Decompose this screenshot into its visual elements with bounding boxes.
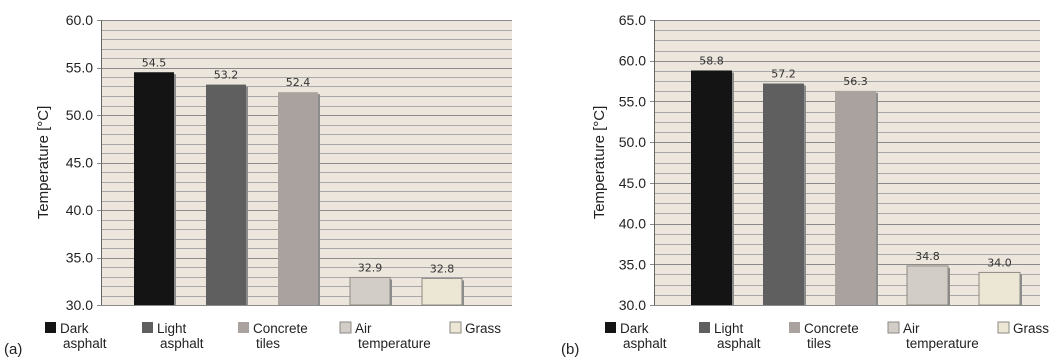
bar-concrete-tiles bbox=[835, 90, 876, 305]
bar-shadow bbox=[732, 72, 734, 305]
legend-label: Concrete bbox=[804, 321, 859, 336]
legend-label: Concrete bbox=[253, 321, 308, 336]
y-tick-label: 35.0 bbox=[619, 256, 646, 272]
bar-shadow bbox=[318, 94, 320, 305]
legend-swatch bbox=[699, 322, 710, 333]
data-label: 56.3 bbox=[843, 75, 868, 88]
legend-swatch bbox=[449, 321, 462, 334]
legend-label-line2: temperature bbox=[358, 336, 431, 351]
y-tick-label: 50.0 bbox=[619, 134, 646, 150]
legend-swatch bbox=[997, 321, 1010, 334]
bar-air-temperature bbox=[349, 276, 391, 306]
legend-label: Grass bbox=[465, 321, 501, 336]
legend-label: Air bbox=[903, 321, 920, 336]
y-tick-label: 30.0 bbox=[66, 297, 93, 313]
bar-shadow bbox=[462, 280, 464, 305]
bar-shadow bbox=[1020, 274, 1022, 305]
y-tick-label: 50.0 bbox=[66, 107, 93, 123]
legend-label-line2: asphalt bbox=[63, 336, 107, 351]
legend-label-line2: tiles bbox=[807, 336, 831, 351]
legend-label-line2: asphalt bbox=[160, 336, 204, 351]
legend-label: Dark bbox=[620, 321, 649, 336]
y-tick-label: 45.0 bbox=[66, 155, 93, 171]
legend-label: Air bbox=[355, 321, 372, 336]
legend-label-line2: temperature bbox=[906, 336, 979, 351]
bar-light-asphalt bbox=[206, 84, 246, 305]
y-tick-label: 40.0 bbox=[66, 202, 93, 218]
bar-shadow bbox=[804, 85, 806, 305]
y-tick-label: 30.0 bbox=[619, 297, 646, 313]
legend-swatch bbox=[238, 322, 249, 333]
legend-label-line2: asphalt bbox=[717, 336, 761, 351]
data-label: 54.5 bbox=[142, 56, 167, 69]
y-tick-label: 40.0 bbox=[619, 216, 646, 232]
y-tick-label: 55.0 bbox=[619, 93, 646, 109]
legend-swatch bbox=[887, 321, 900, 334]
bar-shadow bbox=[876, 92, 878, 305]
legend-swatch bbox=[45, 322, 56, 333]
legend-label: Grass bbox=[1013, 321, 1049, 336]
data-label: 58.8 bbox=[699, 54, 724, 67]
legend-label: Light bbox=[714, 321, 744, 336]
bar-shadow bbox=[390, 279, 392, 305]
data-label: 32.9 bbox=[358, 261, 383, 274]
y-tick-label: 35.0 bbox=[66, 250, 93, 266]
panel-label: (b) bbox=[561, 341, 579, 358]
legend-swatch bbox=[789, 322, 800, 333]
bar-dark-asphalt bbox=[691, 70, 732, 305]
y-tick-label: 60.0 bbox=[66, 12, 93, 28]
y-tick-label: 60.0 bbox=[619, 53, 646, 69]
y-axis-title: Temperature [°C] bbox=[35, 106, 52, 220]
y-tick-label: 45.0 bbox=[619, 175, 646, 191]
legend-label-line2: asphalt bbox=[623, 336, 667, 351]
legend-swatch bbox=[605, 322, 616, 333]
y-tick-label: 65.0 bbox=[619, 12, 646, 28]
legend-swatch bbox=[339, 321, 352, 334]
bar-grass bbox=[978, 271, 1021, 306]
bar-grass bbox=[421, 277, 463, 306]
data-label: 52.4 bbox=[286, 76, 311, 89]
chart-panel-b: 30.0 35.0 40.0 45.0 50.0 55.0 60.0 65.0 Temperat… bbox=[561, 12, 1049, 358]
legend-label-line2: tiles bbox=[256, 336, 280, 351]
panel-label: (a) bbox=[4, 341, 22, 358]
bar-shadow bbox=[174, 74, 176, 305]
bar-light-asphalt bbox=[763, 83, 804, 305]
data-label: 53.2 bbox=[214, 69, 239, 82]
data-label: 34.0 bbox=[987, 256, 1012, 269]
y-axis-title: Temperature [°C] bbox=[591, 106, 608, 220]
chart-panel-a: 30.0 35.0 40.0 45.0 50.0 55.0 60.0 Temperature … bbox=[4, 12, 512, 358]
data-label: 57.2 bbox=[771, 68, 796, 81]
legend-swatch bbox=[142, 322, 153, 333]
bar-shadow bbox=[948, 267, 950, 305]
legend-label: Light bbox=[157, 321, 187, 336]
data-label: 32.8 bbox=[430, 262, 455, 275]
bar-dark-asphalt bbox=[134, 72, 174, 305]
bar-shadow bbox=[246, 86, 248, 305]
bar-air-temperature bbox=[906, 265, 949, 306]
bar-concrete-tiles bbox=[278, 92, 318, 305]
legend-label: Dark bbox=[60, 321, 89, 336]
y-tick-label: 55.0 bbox=[66, 60, 93, 76]
data-label: 34.8 bbox=[915, 250, 940, 263]
